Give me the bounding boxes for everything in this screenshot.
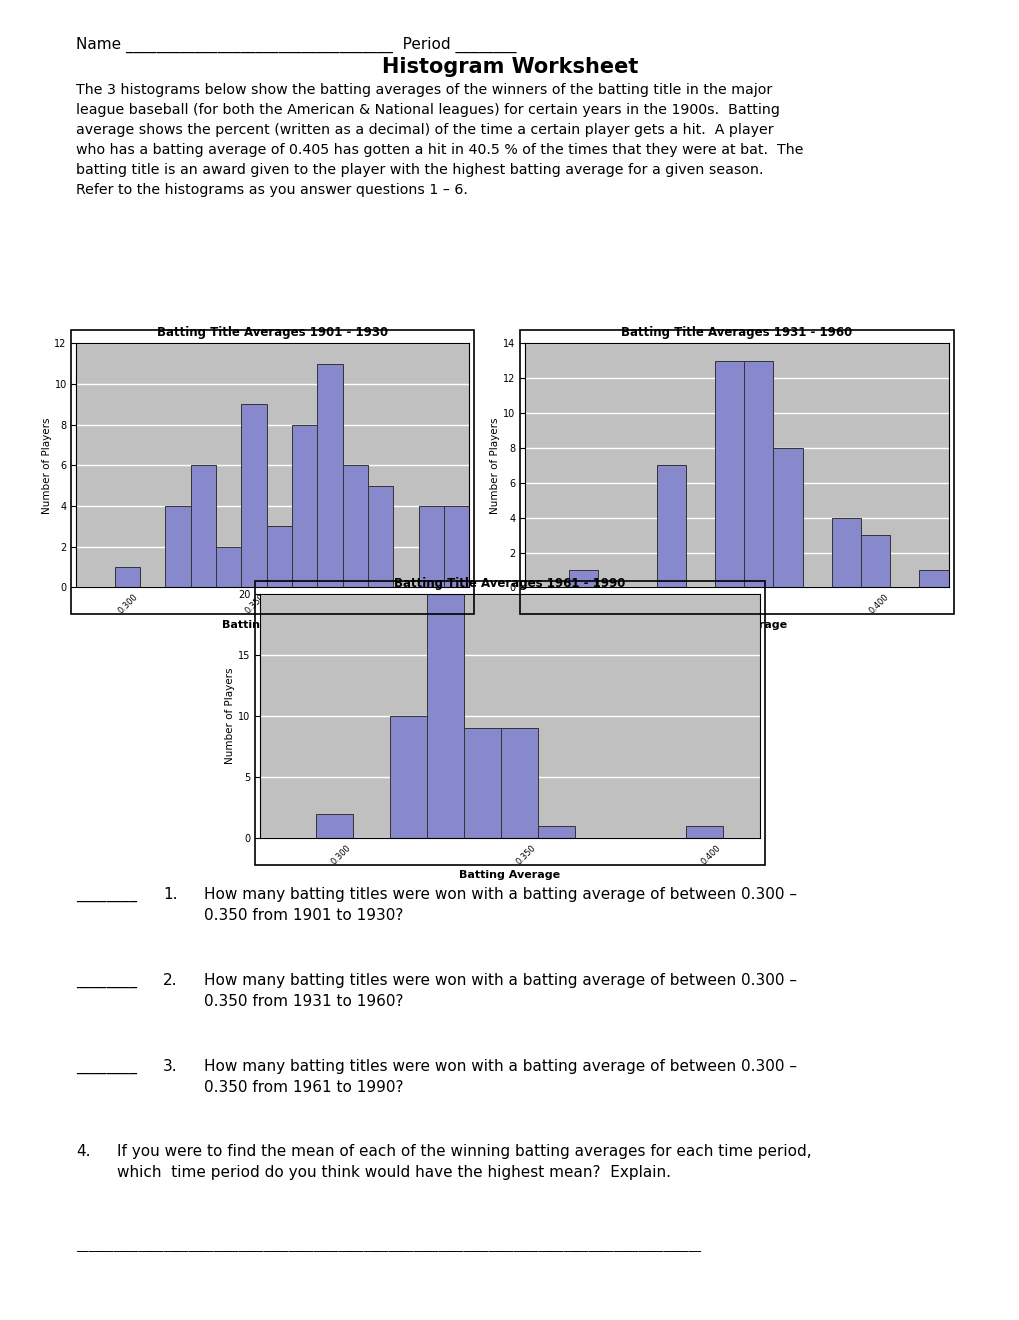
Text: 1.: 1. — [163, 887, 177, 902]
Text: If you were to find the mean of each of the winning batting averages for each ti: If you were to find the mean of each of … — [117, 1144, 811, 1180]
Text: 3.: 3. — [163, 1059, 177, 1073]
X-axis label: Batting Average: Batting Average — [222, 619, 323, 630]
Bar — [860, 535, 890, 587]
Bar — [443, 506, 469, 587]
Bar — [216, 546, 240, 587]
Bar — [342, 465, 368, 587]
Bar — [165, 506, 191, 587]
Bar — [537, 826, 575, 838]
X-axis label: Batting Average: Batting Average — [686, 619, 787, 630]
Y-axis label: Number of Players: Number of Players — [42, 417, 52, 513]
Bar — [291, 425, 317, 587]
Bar — [464, 729, 500, 838]
Bar — [114, 568, 140, 587]
Bar — [744, 360, 772, 587]
Bar — [368, 486, 392, 587]
Bar — [500, 729, 537, 838]
Bar — [685, 826, 722, 838]
Bar — [918, 570, 948, 587]
Bar — [389, 715, 426, 838]
Bar — [315, 813, 353, 838]
Bar — [714, 360, 744, 587]
Text: ________: ________ — [76, 887, 138, 902]
Bar — [569, 570, 598, 587]
Y-axis label: Number of Players: Number of Players — [225, 668, 235, 764]
Bar — [772, 447, 802, 587]
Title: Batting Title Averages 1931 - 1960: Batting Title Averages 1931 - 1960 — [621, 326, 852, 339]
Bar — [266, 527, 291, 587]
Title: Batting Title Averages 1961 - 1990: Batting Title Averages 1961 - 1990 — [394, 577, 625, 590]
Text: ________________________________________________________________________________: ________________________________________… — [76, 1239, 701, 1253]
Text: Histogram Worksheet: Histogram Worksheet — [381, 57, 638, 77]
Text: 2.: 2. — [163, 973, 177, 987]
X-axis label: Batting Average: Batting Average — [459, 870, 560, 880]
Text: 4.: 4. — [76, 1144, 91, 1159]
Text: ________: ________ — [76, 1059, 138, 1073]
Bar — [317, 363, 342, 587]
Bar — [426, 594, 464, 838]
Y-axis label: Number of Players: Number of Players — [490, 417, 500, 513]
Text: Name ___________________________________  Period ________: Name ___________________________________… — [76, 37, 517, 53]
Text: ________: ________ — [76, 973, 138, 987]
Bar — [832, 517, 860, 587]
Text: How many batting titles were won with a batting average of between 0.300 –
0.350: How many batting titles were won with a … — [204, 887, 796, 923]
Text: How many batting titles were won with a batting average of between 0.300 –
0.350: How many batting titles were won with a … — [204, 973, 796, 1008]
Text: The 3 histograms below show the batting averages of the winners of the batting t: The 3 histograms below show the batting … — [76, 83, 803, 198]
Bar — [418, 506, 443, 587]
Bar — [240, 404, 266, 587]
Title: Batting Title Averages 1901 - 1930: Batting Title Averages 1901 - 1930 — [157, 326, 388, 339]
Bar — [656, 466, 685, 587]
Text: How many batting titles were won with a batting average of between 0.300 –
0.350: How many batting titles were won with a … — [204, 1059, 796, 1094]
Bar — [191, 465, 216, 587]
